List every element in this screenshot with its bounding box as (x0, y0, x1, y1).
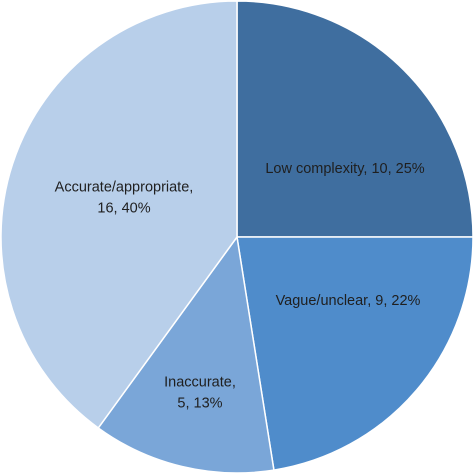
pie-label-line: 16, 40% (97, 201, 150, 217)
pie-label-inaccurate: Inaccurate, 5, 13% (164, 375, 236, 412)
pie-label-line: 5, 13% (177, 396, 222, 412)
pie-label-low-complexity: Low complexity, 10, 25% (265, 161, 424, 177)
pie-label-line: Inaccurate, (164, 375, 236, 391)
pie-label-line: Low complexity, 10, 25% (265, 161, 424, 177)
pie-slice-inaccurate (97, 235, 275, 474)
pie-label-line: Vague/unclear, 9, 22% (276, 293, 421, 309)
pie-slice-vague-unclear (236, 236, 474, 471)
pie-labels: Low complexity, 10, 25% Vague/unclear, 9,… (55, 161, 425, 412)
pie-slice-accurate-appropriate (0, 0, 238, 429)
pie-label-accurate-appropriate: Accurate/appropriate, 16, 40% (55, 180, 194, 217)
pie-label-line: Accurate/appropriate, (55, 180, 194, 196)
pie-label-vague-unclear: Vague/unclear, 9, 22% (276, 293, 421, 309)
pie-slice-low-complexity (236, 0, 474, 238)
